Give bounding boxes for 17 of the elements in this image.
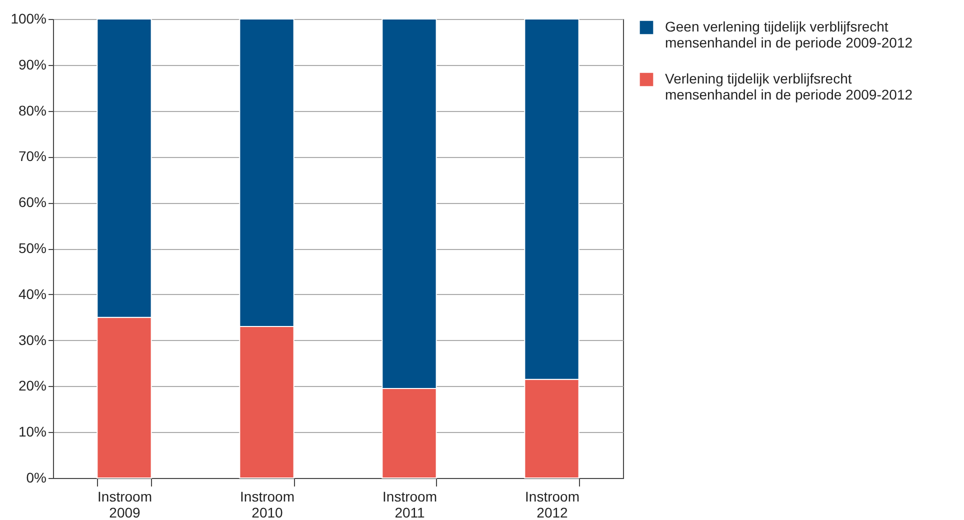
y-tick-label: 90%: [18, 56, 46, 72]
y-tick-label: 30%: [18, 332, 46, 348]
y-tick-label: 70%: [18, 148, 46, 164]
x-tick-label: Instroom 2011: [382, 488, 437, 520]
legend-label: Geen verlening tijdelijk verblijfsrecht mensenhandel in de periode 2009-2012: [665, 18, 913, 50]
y-tick-label: 80%: [18, 102, 46, 118]
legend-label: Verlening tijdelijk verblijfsrecht mensenhandel in de periode 2009-2012: [665, 70, 913, 102]
x-tick-label: Instroom 2009: [98, 488, 152, 520]
y-tick-label: 0%: [26, 470, 46, 486]
y-tick-label: 20%: [18, 378, 46, 394]
x-tick-label: Instroom 2010: [240, 488, 294, 520]
y-tick-label: 10%: [18, 424, 46, 440]
y-tick-label: 60%: [18, 194, 46, 210]
y-tick-label: 40%: [18, 286, 46, 302]
y-tick-label: 50%: [18, 240, 46, 256]
y-tick-label: 100%: [10, 10, 46, 26]
x-tick-label: Instroom 2012: [525, 488, 580, 520]
